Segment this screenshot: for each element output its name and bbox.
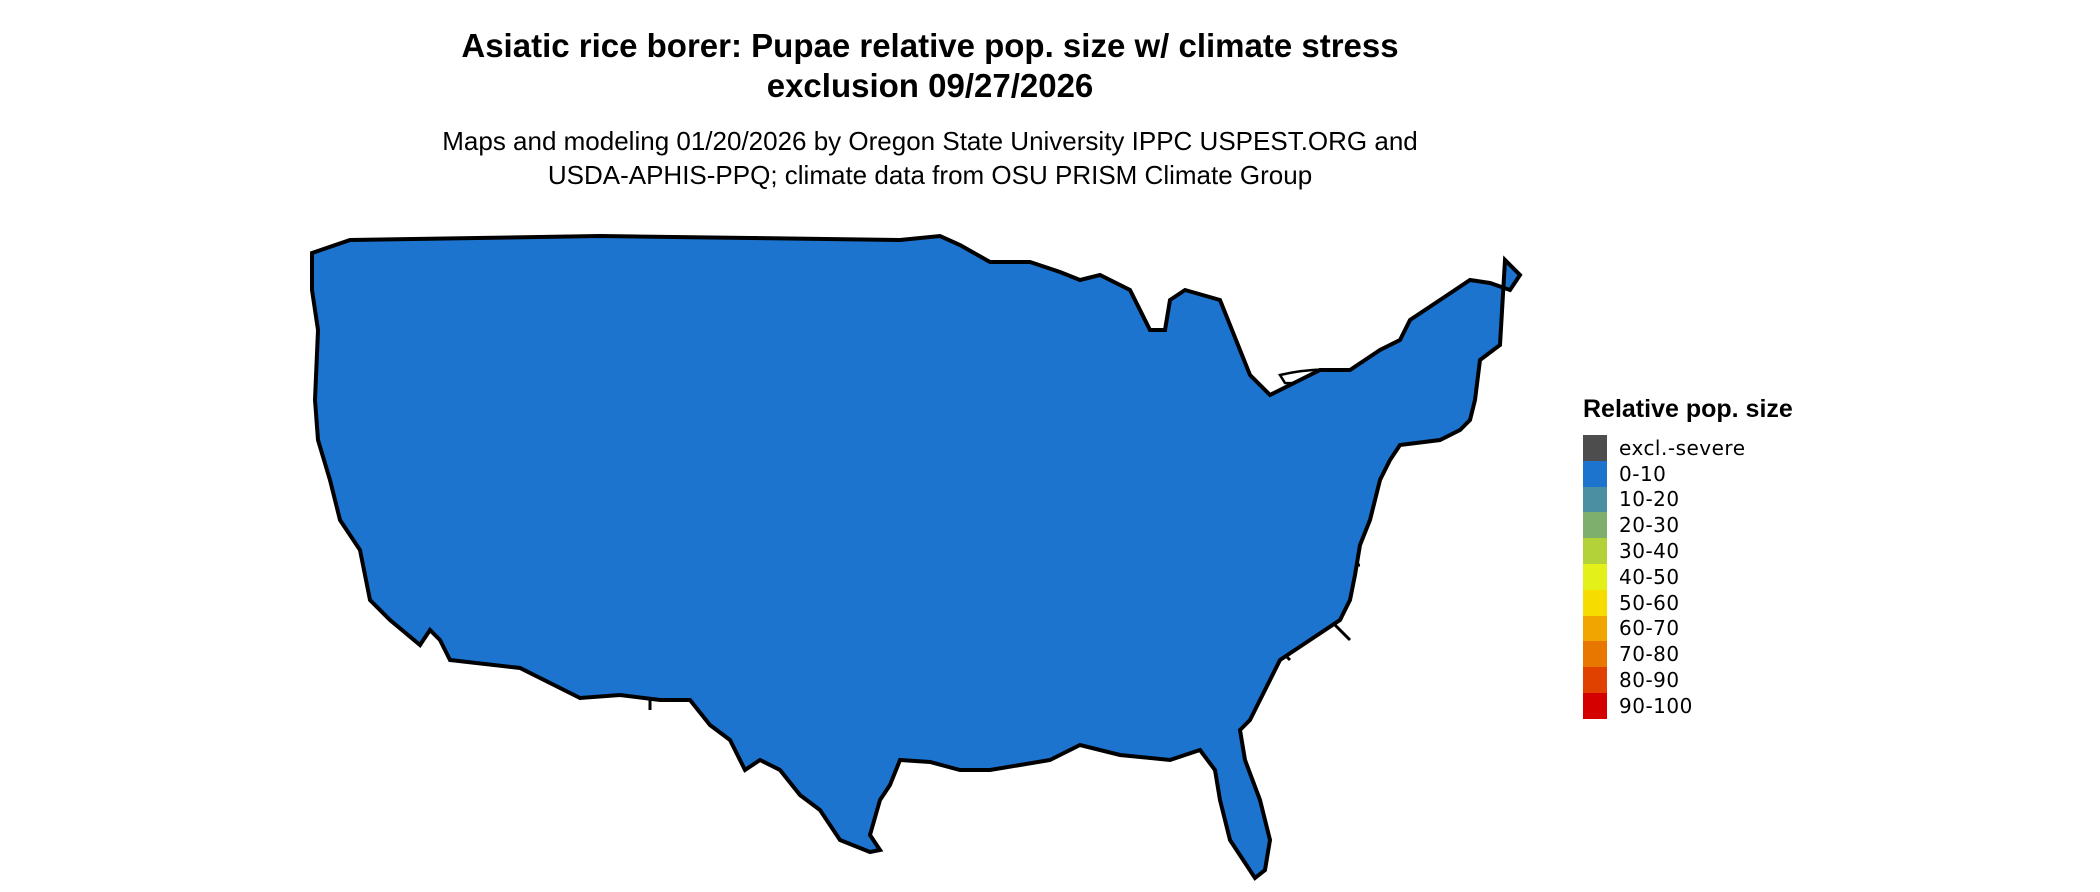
- legend-swatch: [1583, 589, 1607, 616]
- legend-label: 0-10: [1619, 461, 1667, 486]
- legend-swatch: [1583, 435, 1607, 461]
- legend-swatch: [1583, 563, 1607, 590]
- legend-entry: 30-40: [1583, 538, 1883, 564]
- legend-label: 20-30: [1619, 513, 1680, 538]
- legend-entry: 50-60: [1583, 589, 1883, 616]
- legend-label: 60-70: [1619, 616, 1680, 641]
- legend-entry: 10-20: [1583, 486, 1883, 513]
- legend-entry: 0-10: [1583, 460, 1883, 487]
- legend-swatch: [1583, 641, 1607, 668]
- legend-label: 70-80: [1619, 642, 1680, 667]
- legend-entry: 20-30: [1583, 512, 1883, 539]
- legend-entry: 80-90: [1583, 667, 1883, 693]
- legend-title: Relative pop. size: [1583, 395, 1793, 423]
- legend-label: excl.-severe: [1619, 435, 1746, 460]
- legend-swatch: [1583, 486, 1607, 513]
- us-map: [300, 225, 1550, 890]
- us-map-svg: [310, 234, 1522, 880]
- legend-swatch: [1583, 538, 1607, 564]
- legend-label: 80-90: [1619, 668, 1680, 693]
- us-outline: [310, 234, 1522, 880]
- legend-entry: 60-70: [1583, 615, 1883, 642]
- legend-label: 10-20: [1619, 487, 1680, 512]
- legend-swatch: [1583, 615, 1607, 642]
- legend-label: 90-100: [1619, 693, 1693, 718]
- map-legend: Relative pop. size excl.-severe 0-10 10-20…: [1583, 394, 1883, 719]
- map-subtitle-line-2: USDA-APHIS-PPQ; climate data from OSU PR…: [547, 160, 1313, 190]
- map-title: Asiatic rice borer: Pupae relative pop. …: [0, 26, 1860, 106]
- legend-entry: 40-50: [1583, 563, 1883, 590]
- map-title-line-2: exclusion 09/27/2026: [766, 67, 1094, 104]
- legend-label: 30-40: [1619, 539, 1680, 564]
- legend-swatch: [1583, 460, 1607, 487]
- legend-entry: 90-100: [1583, 692, 1883, 719]
- map-subtitle-line-1: Maps and modeling 01/20/2026 by Oregon S…: [442, 126, 1418, 156]
- legend-label: 50-60: [1619, 590, 1680, 615]
- map-subtitle: Maps and modeling 01/20/2026 by Oregon S…: [0, 124, 1860, 192]
- map-title-line-1: Asiatic rice borer: Pupae relative pop. …: [461, 27, 1399, 64]
- legend-entry: 70-80: [1583, 641, 1883, 668]
- legend-swatch: [1583, 667, 1607, 693]
- legend-entry: excl.-severe: [1583, 435, 1883, 461]
- legend-swatch: [1583, 692, 1607, 719]
- legend-swatch: [1583, 512, 1607, 539]
- legend-entries: excl.-severe 0-10 10-20 20-30 30-40 40-50 50-6…: [1583, 435, 1883, 719]
- legend-label: 40-50: [1619, 564, 1680, 589]
